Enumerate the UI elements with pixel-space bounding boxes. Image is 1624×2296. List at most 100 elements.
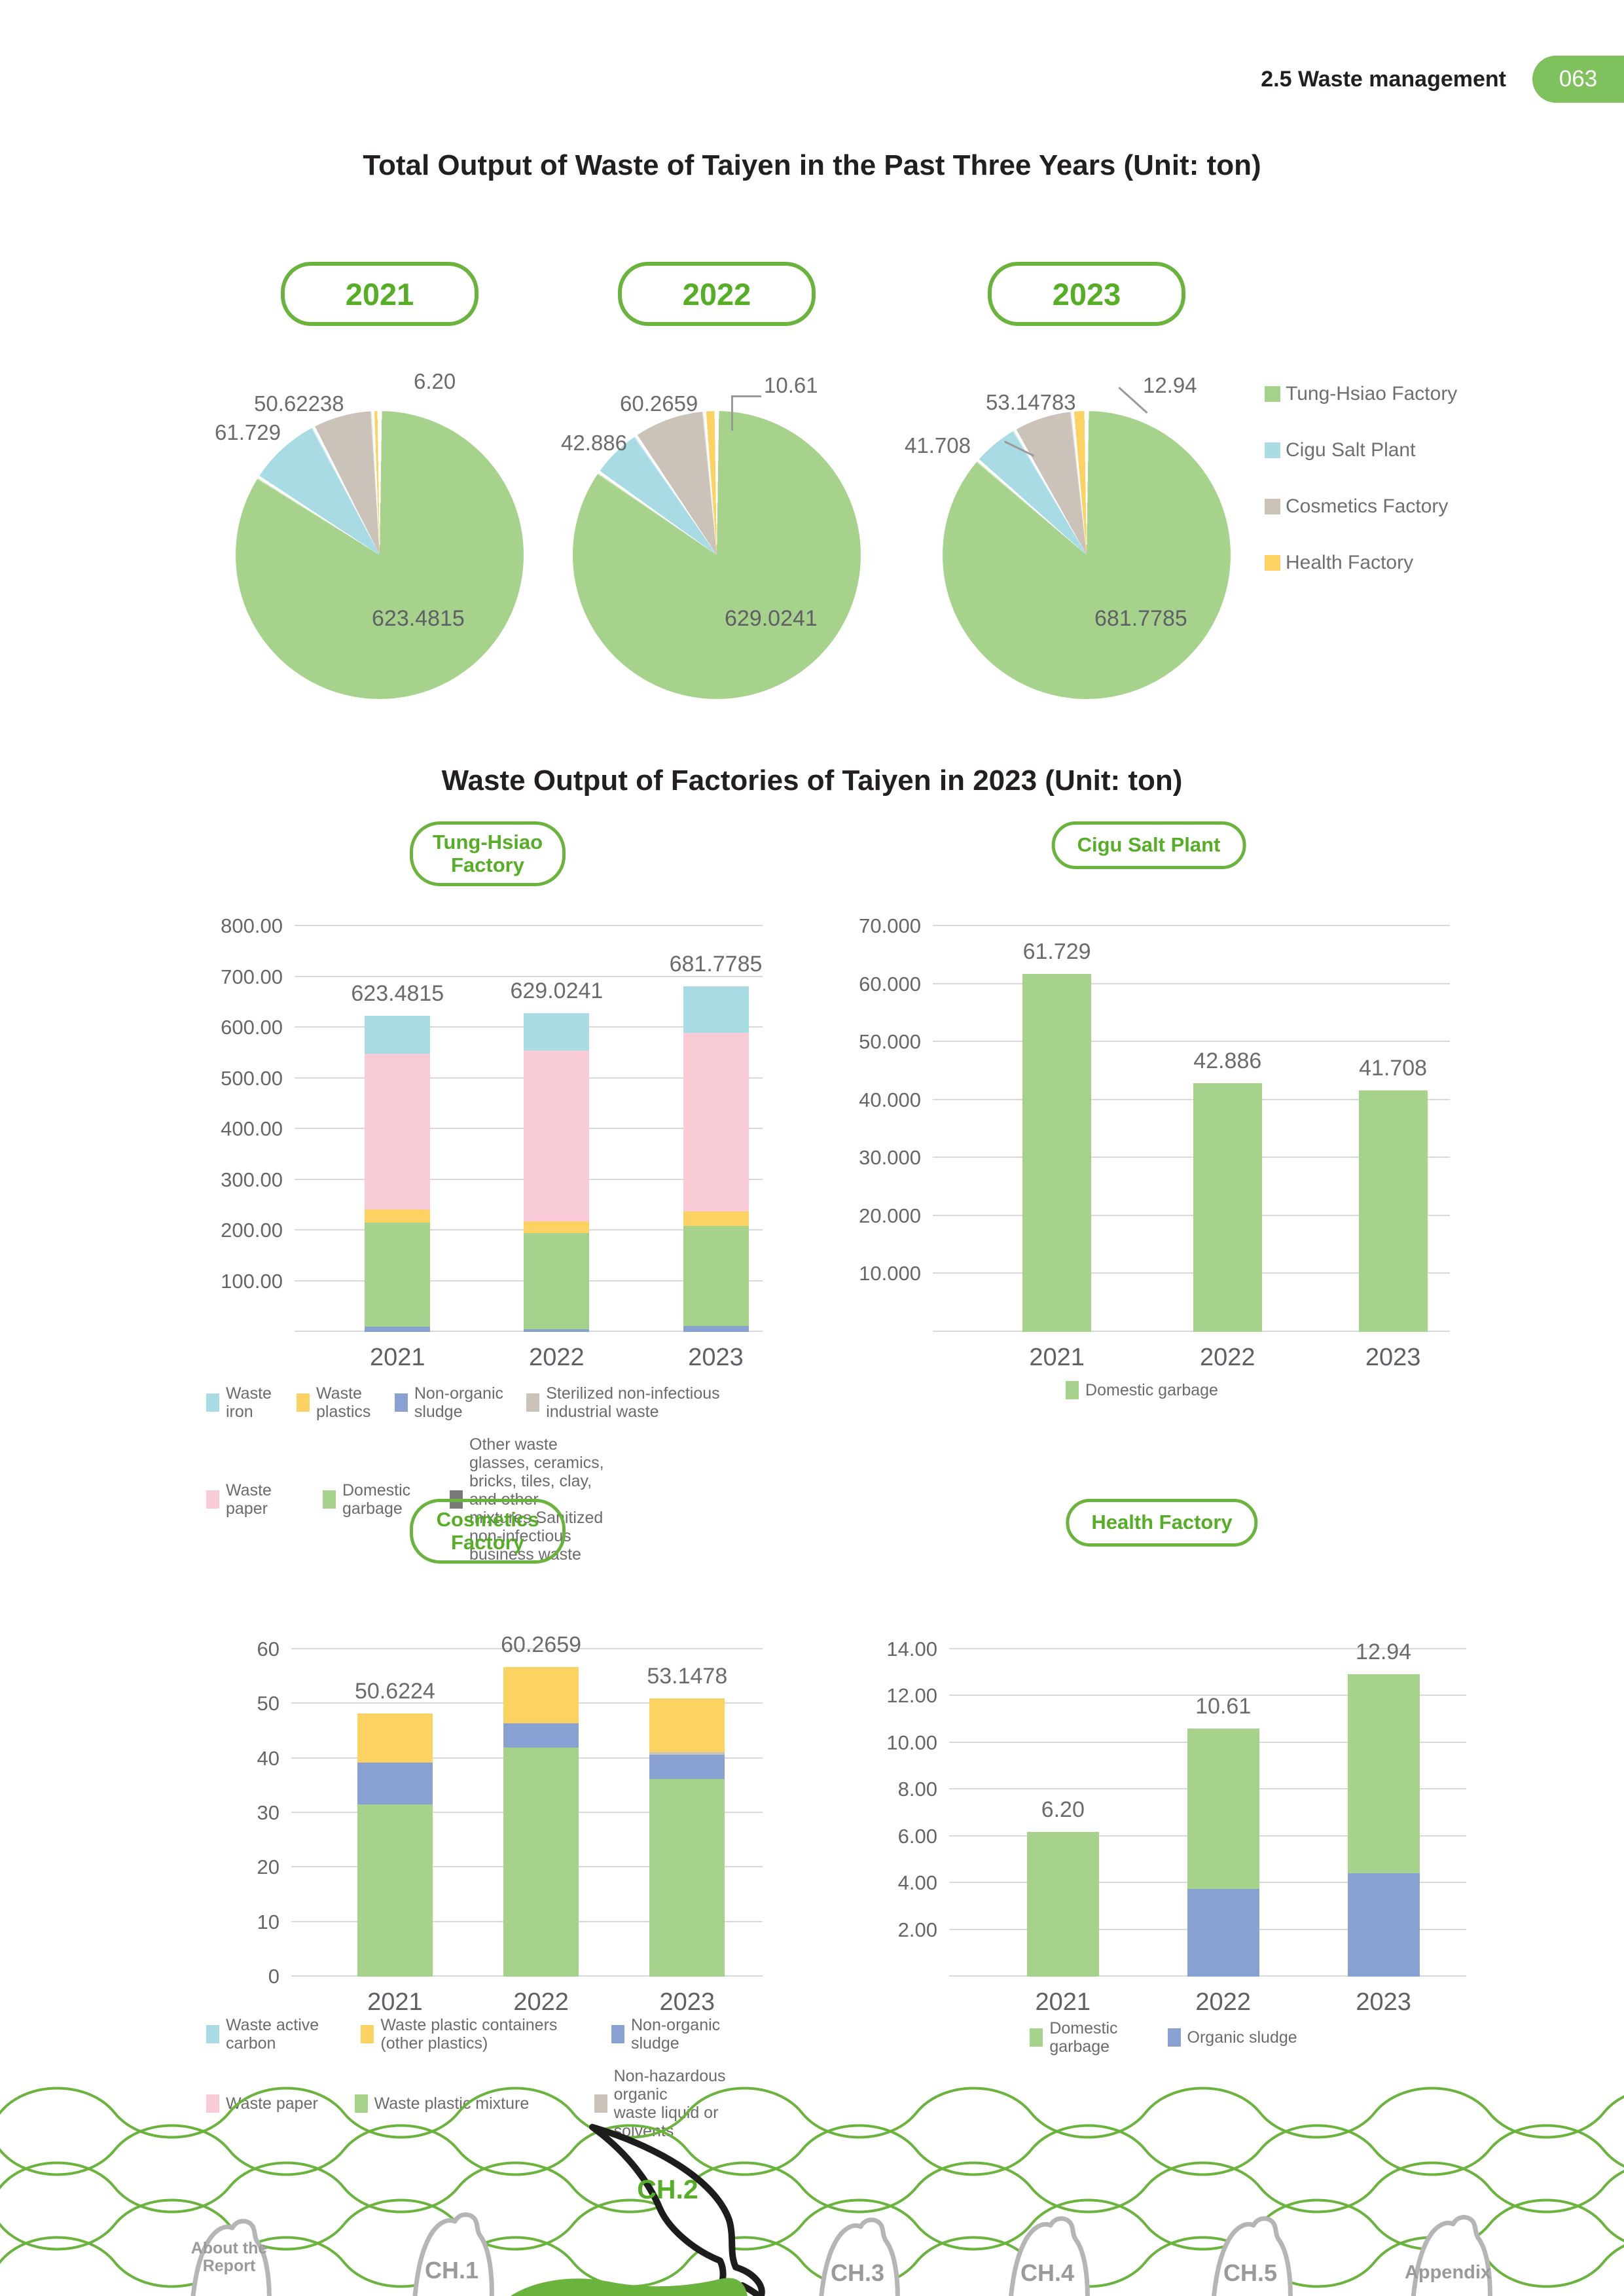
bar-segment-blue <box>1187 1889 1259 1977</box>
legend-item: Waste active carbon <box>206 2016 344 2053</box>
legend-item: Waste plastic mixture <box>354 2067 577 2140</box>
x-axis-label: 2021 <box>367 1988 423 2016</box>
legend-item: Tung-Hsiao Factory <box>1265 383 1457 405</box>
chart-cigu-salt-plant: Cigu Salt Plant 70.000 60.000 50.000 40.000… <box>838 821 1460 1482</box>
gridline <box>933 925 1450 926</box>
y-axis-tick-label: 300.00 <box>221 1168 283 1191</box>
pie-value-cigu: 42.886 <box>561 431 627 455</box>
bar-segment-yellow <box>649 1698 725 1752</box>
bar-value-label: 681.7785 <box>669 951 763 977</box>
bar-segment-blue <box>683 1325 749 1332</box>
wave-line <box>0 2161 1624 2214</box>
y-axis-tick-label: 800.00 <box>221 914 283 937</box>
y-axis-tick-label: 0 <box>268 1965 280 1988</box>
dolphin-head-appendix-icon <box>1411 2215 1492 2296</box>
bar-segment-green <box>365 1223 431 1327</box>
legend-swatch-cosmetics <box>1265 499 1280 514</box>
dolphin-head-ch5-icon <box>1212 2216 1293 2296</box>
pie-value-tung-hsiao: 681.7785 <box>1094 606 1187 631</box>
year-badge-2023: 2023 <box>988 262 1185 326</box>
gridline <box>933 1098 1450 1100</box>
bar-segment-cyan <box>365 1015 431 1054</box>
y-axis-tick-label: 14.00 <box>886 1638 937 1660</box>
wave-line <box>0 2198 1624 2251</box>
chart-health-factory: Health Factory 14.00 12.00 10.00 8.00 6.00 4.… <box>851 1499 1473 2108</box>
bar-value-label: 50.6224 <box>354 1679 435 1704</box>
bar-segment-green <box>503 1748 579 1977</box>
y-axis-tick-label: 10 <box>257 1910 280 1933</box>
pie-2022 <box>573 411 861 699</box>
y-axis-tick-label: 6.00 <box>897 1824 937 1848</box>
bar-2021 <box>1022 926 1092 1332</box>
bar-segment-yellow <box>683 1211 749 1227</box>
legend-swatch-tung-hsiao <box>1265 386 1280 402</box>
bar-value-label: 10.61 <box>1195 1694 1252 1719</box>
legend-item: Domestic garbage <box>323 1435 433 1564</box>
bar-value-label: 623.4815 <box>351 980 444 1006</box>
legend-label: Organic sludge <box>1187 2028 1297 2047</box>
gridline <box>291 1648 763 1649</box>
pie-value-cigu: 41.708 <box>905 433 971 457</box>
footer-chapter-ch5[interactable]: CH.5 <box>1223 2259 1278 2286</box>
bar-segment-pink <box>524 1050 590 1222</box>
bar-segment-green <box>524 1232 590 1330</box>
pie-value-health: 10.61 <box>764 373 818 397</box>
bar-segment-green <box>357 1804 433 1977</box>
chart-legend: Waste active carbon Waste plastic contain… <box>206 2016 772 2155</box>
bar-value-label: 53.1478 <box>647 1664 728 1689</box>
bar-segment-cyan <box>524 1013 590 1050</box>
footer-chapter-ch2-active[interactable]: CH.2 <box>637 2174 698 2204</box>
y-axis-tick-label: 60.000 <box>859 972 921 996</box>
legend-swatch-blue <box>1167 2028 1181 2047</box>
pie-wrap-2022: 629.0241 42.886 60.2659 10.61 <box>533 365 900 699</box>
dolphin-head-about-icon <box>190 2219 272 2296</box>
legend-label: Health Factory <box>1286 552 1414 573</box>
x-axis-label: 2023 <box>1365 1344 1421 1371</box>
x-axis-label: 2023 <box>688 1344 744 1371</box>
legend-label: Cigu Salt Plant <box>1286 439 1416 461</box>
legend-item: Waste plastic containers (other plastics… <box>361 2016 594 2053</box>
footer-chapter-appendix[interactable]: Appendix <box>1404 2262 1492 2283</box>
bar-segment-yellow <box>357 1713 433 1763</box>
y-axis-tick-label: 200.00 <box>221 1219 283 1242</box>
legend-label: Non-organic sludge <box>414 1384 503 1421</box>
bar-segment-pink <box>365 1054 431 1210</box>
bar-segment-pink <box>683 1032 749 1211</box>
bar-segment-green <box>1022 974 1092 1332</box>
y-axis-tick-label: 12.00 <box>886 1684 937 1708</box>
legend-item: Organic sludge <box>1167 2019 1297 2056</box>
legend-swatch-pink <box>206 2094 219 2113</box>
legend-item: Non-organic sludge <box>611 2016 755 2053</box>
bar-segment-taupe <box>649 1751 725 1755</box>
plot-area: 60 50 40 30 20 10 0 50.6224 2021 60.2659 2022 53.14… <box>257 1632 763 2016</box>
footer-chapter-ch1[interactable]: CH.1 <box>424 2257 479 2284</box>
pie-chart-2021: 2021 623.4815 61.729 50.62238 6.20 <box>196 262 563 699</box>
y-axis-tick-label: 4.00 <box>897 1871 937 1895</box>
gridline <box>933 1272 1450 1274</box>
bar-2023 <box>683 926 749 1332</box>
gridline <box>933 1214 1450 1216</box>
bar-segment-yellow <box>365 1210 431 1223</box>
legend-swatch-yellow <box>361 2025 374 2043</box>
bar-2022 <box>503 1649 579 1977</box>
legend-swatch-taupe <box>526 1393 540 1412</box>
footer-chapter-ch3[interactable]: CH.3 <box>830 2259 885 2286</box>
plot-area: 14.00 12.00 10.00 8.00 6.00 4.00 2.00 6.20 2021 1… <box>886 1638 1466 2016</box>
chart-legend: Domestic garbage <box>848 1381 1453 1414</box>
x-axis-label: 2023 <box>1356 1988 1411 2016</box>
bar-2023 <box>1358 926 1428 1332</box>
legend-label: Domestic garbage <box>1049 2019 1118 2056</box>
pie-chart-2023: 2023 681.7785 41.708 53.14783 12.94 <box>903 262 1270 699</box>
section-header: 2.5 Waste management <box>1261 66 1506 92</box>
legend-label: Sterilized non-infectious industrial was… <box>546 1384 720 1421</box>
footer-chapter-ch4[interactable]: CH.4 <box>1020 2259 1075 2286</box>
footer-chapter-about[interactable]: About the Report <box>190 2239 268 2275</box>
legend-swatch-blue <box>611 2025 624 2043</box>
bar-segment-green <box>1187 1729 1259 1890</box>
gridline <box>295 925 763 926</box>
gridline <box>949 1648 1466 1649</box>
legend-label: Waste plastic containers (other plastics… <box>380 2016 558 2053</box>
bar-segment-yellow <box>524 1221 590 1233</box>
legend-swatch-taupe <box>594 2094 607 2113</box>
y-axis-tick-label: 50 <box>257 1692 280 1715</box>
